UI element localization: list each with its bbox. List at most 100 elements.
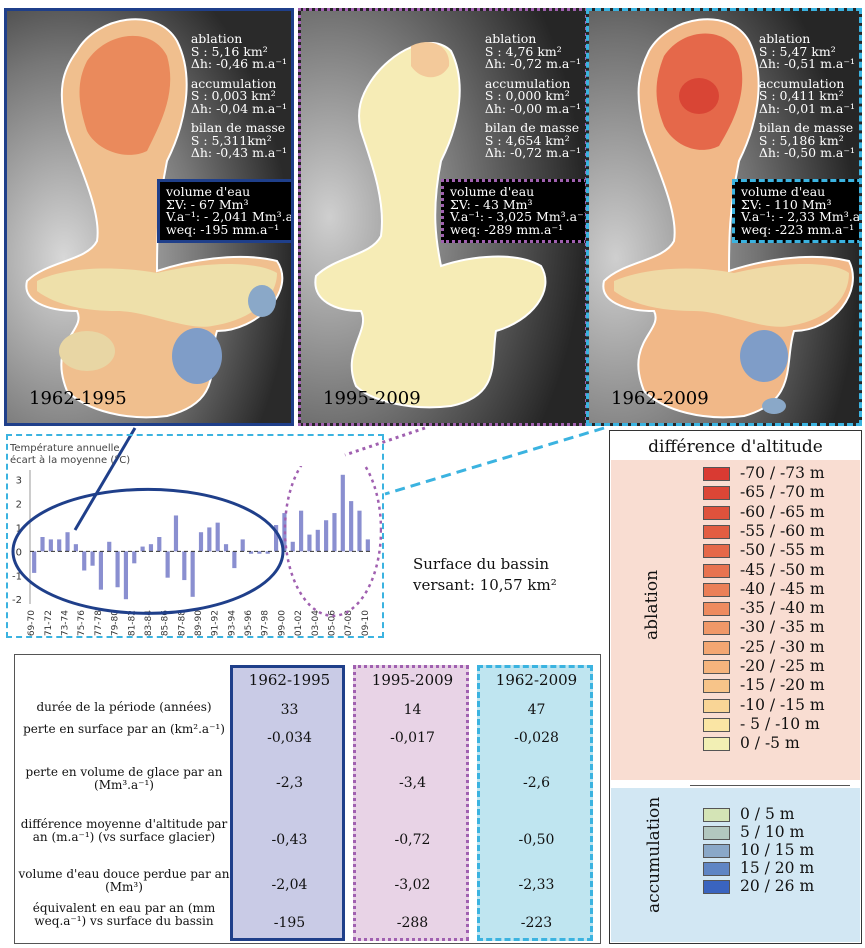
table-cell: -0,72 (394, 832, 431, 848)
period-2-highlight (283, 466, 382, 618)
ablation-section (611, 460, 860, 780)
table-cell: -288 (396, 915, 429, 931)
bar (365, 539, 370, 552)
column-1962-1995 (230, 665, 345, 941)
bar (123, 551, 129, 600)
legend-swatch (703, 717, 730, 732)
legend-divider (690, 785, 850, 786)
bar (115, 551, 120, 588)
bar (215, 522, 220, 552)
table-cell: -0,43 (271, 832, 308, 848)
bar (357, 510, 362, 552)
x-tick-label: 01-02 (294, 610, 304, 636)
map-panel-1995-2009: ablation S : 4,76 km² Δh: -0,72 m.a⁻¹ ac… (298, 8, 588, 426)
x-tick-label: 79-80 (111, 610, 121, 636)
bar (165, 551, 170, 578)
y-tick-label: 3 (16, 476, 22, 487)
bar (73, 544, 78, 552)
table-cell: -2,6 (523, 775, 550, 791)
legend-swatch (703, 563, 730, 578)
legend-swatch (703, 621, 730, 636)
bar (198, 532, 204, 552)
bar (315, 529, 320, 552)
bar (132, 551, 137, 564)
connector-1 (73, 427, 137, 531)
legend-label: -60 / -65 m (740, 502, 825, 521)
table-cell: -2,33 (518, 877, 555, 893)
bar (265, 551, 270, 554)
bar (273, 525, 279, 552)
bar (290, 541, 295, 552)
table-cell: -3,02 (394, 877, 431, 893)
y-tick-label: -2 (12, 595, 22, 606)
temperature-chart: -2 -1 0 1 2 3 69-70 71-72 73-74 75-76 77-78 79-80 81… (11, 466, 382, 636)
legend-swatch (703, 486, 730, 501)
legend-label: - 5 / -10 m (740, 714, 820, 733)
table-cell: -0,50 (518, 832, 555, 848)
row-label: différence moyenne d'altitude par an (m.… (20, 817, 228, 844)
map-panel-1962-1995: ablation S : 5,16 km² Δh: -0,46 m.a⁻¹ ac… (4, 8, 294, 426)
row-label: perte en volume de glace par an (Mm³.a⁻¹… (25, 765, 223, 792)
column-header: 1995-2009 (371, 671, 454, 689)
chart-title: Température annuelle écart à la moyenne … (10, 443, 131, 466)
panel-stats: ablation S : 5,47 km² Δh: -0,51 m.a⁻¹ ac… (758, 31, 855, 160)
connector-2 (344, 426, 426, 457)
bar (349, 501, 354, 552)
y-tick-label: -1 (12, 571, 22, 582)
x-tick-label: 85-86 (161, 610, 171, 636)
table-cell: -0,034 (267, 730, 312, 746)
legend-label: 10 / 15 m (740, 841, 815, 859)
legend-swatch (703, 844, 730, 858)
legend-label: -45 / -50 m (740, 560, 825, 579)
legend-label: -65 / -70 m (740, 483, 825, 502)
bar (40, 537, 45, 552)
bar (140, 546, 145, 552)
legend-swatch (703, 524, 730, 539)
column-header: 1962-2009 (495, 671, 578, 689)
basin-surface-text: Surface du bassin versant: 10,57 km² (413, 555, 557, 594)
legend-swatch (703, 640, 730, 655)
x-tick-label: 75-76 (77, 610, 87, 636)
legend-label: 0 / -5 m (740, 734, 800, 753)
bar (223, 544, 229, 552)
x-tick-label: 71-72 (44, 610, 54, 636)
legend-swatch (703, 602, 730, 617)
bar (232, 551, 237, 569)
x-tick-label: 07-08 (344, 610, 354, 636)
bar (240, 539, 245, 552)
legend-swatch (703, 582, 730, 597)
period-1-highlight (11, 487, 285, 615)
table-cell: -2,3 (276, 775, 303, 791)
table-cell: 14 (403, 702, 422, 718)
table-cell: -223 (520, 915, 553, 931)
table-cell: -3,4 (399, 775, 426, 791)
temperature-chart-frame (6, 434, 384, 638)
x-tick-label: 99-00 (277, 610, 287, 636)
legend-label: -10 / -15 m (740, 695, 825, 714)
legend-label: 5 / 10 m (740, 823, 805, 841)
legend-label: 15 / 20 m (740, 859, 815, 877)
x-tick-label: 89-90 (194, 610, 204, 636)
legend-swatch (703, 880, 730, 894)
bar (157, 537, 162, 552)
bar (248, 551, 254, 554)
accumulation-label: accumulation (644, 796, 664, 913)
x-tick-label: 03-04 (311, 610, 321, 636)
bar (182, 551, 187, 581)
bar (32, 551, 37, 573)
table-cell: -2,04 (271, 877, 308, 893)
bar (57, 539, 62, 552)
legend-label: -30 / -35 m (740, 618, 825, 637)
x-tick-label: 97-98 (261, 610, 271, 636)
y-tick-label: 1 (16, 523, 22, 534)
legend-swatch (703, 737, 730, 752)
legend-label: -55 / -60 m (740, 521, 825, 540)
x-tick-label: 91-92 (211, 610, 221, 636)
water-volume-box: volume d'eau ΣV: - 43 Mm³ V.a⁻¹: - 3,025… (441, 179, 585, 243)
table-cell: 33 (280, 702, 299, 718)
legend-swatch (703, 698, 730, 713)
x-tick-label: 69-70 (27, 610, 37, 636)
bar (107, 541, 112, 552)
column-1995-2009 (353, 665, 469, 941)
table-cell: -0,028 (514, 730, 559, 746)
